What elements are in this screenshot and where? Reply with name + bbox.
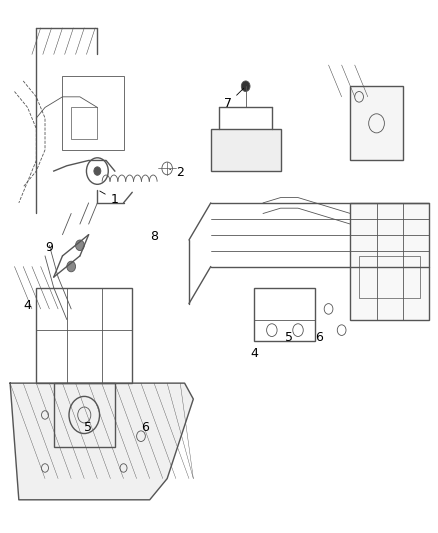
Circle shape (75, 240, 84, 251)
Text: 7: 7 (223, 88, 243, 110)
Bar (62, 76, 123, 150)
Text: 5: 5 (284, 331, 292, 344)
Text: 5: 5 (84, 421, 92, 434)
Circle shape (67, 261, 75, 272)
Circle shape (241, 81, 250, 92)
Text: 4: 4 (250, 346, 257, 360)
Polygon shape (10, 383, 193, 500)
Bar (254, 288, 315, 341)
Bar (358, 256, 419, 298)
Bar (53, 383, 115, 447)
Bar (350, 86, 402, 160)
Bar (350, 203, 428, 319)
Circle shape (94, 167, 101, 175)
Text: 1: 1 (99, 191, 118, 206)
Bar (36, 288, 132, 383)
Text: 6: 6 (141, 421, 148, 434)
Text: 6: 6 (315, 331, 323, 344)
Text: 2: 2 (170, 166, 184, 180)
Bar (71, 108, 97, 139)
Bar (210, 128, 280, 171)
Text: 4: 4 (23, 299, 31, 312)
Text: 8: 8 (149, 230, 157, 243)
Text: 9: 9 (45, 240, 53, 254)
